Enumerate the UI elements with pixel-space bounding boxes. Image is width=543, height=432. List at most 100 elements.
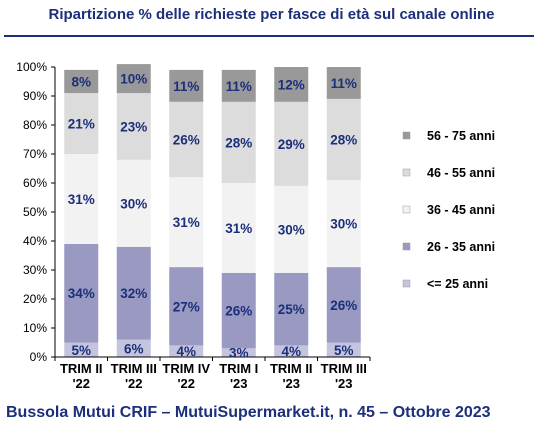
data-label: 11% — [226, 79, 252, 94]
bar-segment — [169, 345, 204, 357]
y-tick-label: 90% — [23, 89, 47, 103]
y-axis-ticks: 0% 10% 20% 30% 40% 50% 60% 70% 80% 90% 100% — [16, 60, 55, 364]
x-tick-label: '23 — [335, 376, 353, 391]
data-label: 29% — [278, 137, 305, 152]
y-tick-label: 70% — [23, 147, 47, 161]
data-label: 30% — [120, 196, 147, 211]
x-tick-label: '22 — [177, 376, 195, 391]
bar-segment — [221, 69, 256, 102]
data-label: 5% — [71, 343, 91, 358]
legend-swatch — [402, 205, 411, 214]
x-tick-label: '22 — [125, 376, 143, 391]
bar-segment — [169, 69, 204, 102]
data-label: 31% — [173, 215, 200, 230]
data-label: 12% — [278, 77, 305, 92]
y-tick-label: 50% — [23, 205, 47, 219]
data-label: 21% — [68, 117, 95, 132]
x-tick-label: TRIM III — [321, 361, 367, 376]
chart-title: Ripartizione % delle richieste per fasce… — [48, 6, 495, 23]
data-label: 26% — [173, 133, 200, 148]
data-label: 28% — [225, 135, 252, 150]
data-label: 31% — [225, 221, 252, 236]
data-label: 4% — [281, 344, 301, 359]
y-tick-label: 60% — [23, 176, 47, 190]
bars-layer — [64, 64, 361, 357]
x-tick-label: TRIM III — [111, 361, 157, 376]
bar-segment — [169, 101, 204, 178]
legend-label: <= 25 anni — [427, 277, 488, 291]
legend-swatch — [402, 242, 411, 251]
source-footer: Bussola Mutui CRIF – MutuiSupermarket.it… — [6, 404, 491, 421]
x-tick-label: TRIM I — [219, 361, 258, 376]
title-divider — [4, 35, 534, 37]
data-label: 30% — [278, 222, 305, 237]
bar-segment — [326, 342, 361, 357]
bar-segment — [326, 267, 361, 343]
bar-segment — [274, 101, 309, 186]
data-label: 5% — [334, 343, 354, 358]
bar-segment — [116, 159, 151, 247]
bar-segment — [116, 93, 151, 160]
data-label: 32% — [120, 286, 147, 301]
legend: 56 - 75 anni 46 - 55 anni 36 - 45 anni 26 -… — [402, 129, 495, 291]
legend-swatch — [402, 168, 411, 177]
y-tick-label: 30% — [23, 263, 47, 277]
legend-label: 56 - 75 anni — [427, 129, 495, 143]
x-tick-label: TRIM IV — [162, 361, 210, 376]
x-tick-label: TRIM II — [60, 361, 103, 376]
bar-segment — [326, 67, 361, 99]
data-label: 26% — [330, 298, 357, 313]
data-label: 25% — [278, 302, 305, 317]
x-tick-label: TRIM II — [270, 361, 313, 376]
bar-segment — [221, 272, 256, 349]
bar-segment — [326, 98, 361, 181]
y-tick-label: 40% — [23, 234, 47, 248]
bar-segment — [64, 154, 99, 244]
y-tick-label: 10% — [23, 321, 47, 335]
data-label: 11% — [173, 79, 199, 94]
legend-label: 36 - 45 anni — [427, 203, 495, 217]
data-label: 23% — [120, 119, 147, 134]
bar-segment — [64, 93, 99, 154]
bar-segment — [116, 64, 151, 94]
data-label: 6% — [124, 341, 144, 356]
x-tick-label: '23 — [230, 376, 248, 391]
bar-segment — [274, 185, 309, 273]
data-label: 30% — [330, 217, 357, 232]
legend-swatch — [402, 131, 411, 140]
bar-segment — [274, 345, 309, 357]
data-label: 34% — [68, 286, 95, 301]
bar-segment — [116, 339, 151, 357]
bar-segment — [326, 180, 361, 268]
y-tick-label: 100% — [16, 60, 47, 74]
data-label: 11% — [331, 76, 357, 91]
data-label: 3% — [229, 346, 249, 361]
bar-segment — [274, 67, 309, 102]
y-tick-label: 20% — [23, 292, 47, 306]
bar-segment — [169, 177, 204, 268]
data-labels: 5% 34% 31% 21% 8% 6% 32% 30% 23% 10% 4% 27% 31% 26% 11… — [68, 72, 358, 361]
y-tick-label: 0% — [30, 350, 48, 364]
legend-label: 26 - 35 anni — [427, 240, 495, 254]
bar-segment — [64, 243, 99, 343]
data-label: 26% — [225, 304, 252, 319]
bar-segment — [221, 183, 256, 273]
legend-swatch — [402, 279, 411, 288]
legend-label: 46 - 55 anni — [427, 166, 495, 180]
bar-segment — [64, 69, 99, 94]
data-label: 28% — [330, 133, 357, 148]
data-label: 31% — [68, 192, 95, 207]
bar-segment — [221, 101, 256, 183]
bar-segment — [64, 342, 99, 357]
y-tick-label: 80% — [23, 118, 47, 132]
x-tick-label: '23 — [282, 376, 300, 391]
data-label: 4% — [176, 344, 196, 359]
bar-segment — [116, 246, 151, 340]
bar-segment — [274, 272, 309, 346]
bar-segment — [221, 348, 256, 357]
data-label: 10% — [120, 72, 147, 87]
data-label: 27% — [173, 299, 200, 314]
bar-segment — [169, 267, 204, 346]
